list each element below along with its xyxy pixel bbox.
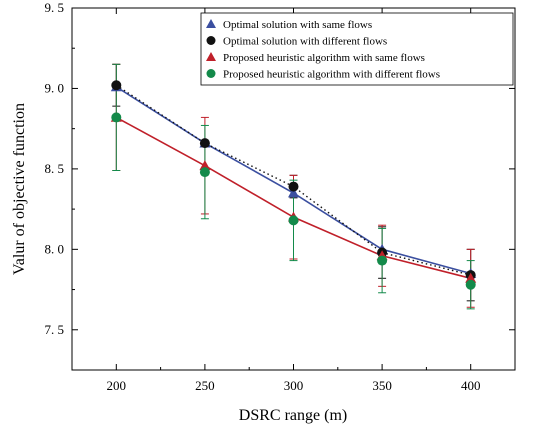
circle-marker — [377, 255, 388, 266]
legend-entry: Proposed heuristic algorithm with same f… — [223, 52, 425, 64]
triangle-marker — [465, 272, 477, 283]
circle-marker — [288, 215, 299, 226]
x-tick-label: 250 — [195, 378, 215, 393]
y-tick-label: 9. 0 — [45, 80, 65, 95]
x-tick-label: 400 — [461, 378, 481, 393]
x-tick-label: 300 — [284, 378, 304, 393]
legend: Optimal solution with same flows Optimal … — [200, 12, 514, 86]
y-tick-label: 9. 5 — [45, 0, 65, 15]
legend-marker — [206, 19, 216, 28]
legend-entry: Optimal solution with same flows — [223, 19, 372, 31]
x-axis-label: DSRC range (m) — [239, 407, 347, 424]
circle-marker — [288, 181, 299, 192]
legend-marker — [206, 69, 216, 78]
legend-entry: Optimal solution with different flows — [223, 36, 387, 48]
circle-marker — [111, 112, 122, 123]
legend-box — [200, 12, 514, 86]
triangle-marker — [288, 187, 299, 198]
y-axis-label: Valur of objective function — [11, 103, 28, 275]
data-points — [110, 80, 477, 290]
triangle-marker — [199, 160, 211, 171]
y-tick-label: 8. 0 — [45, 241, 65, 256]
circle-marker — [111, 80, 122, 91]
circle-marker — [199, 138, 210, 149]
circle-marker — [465, 279, 476, 290]
y-tick-label: 8. 5 — [45, 161, 65, 176]
axes: 200 250 300 350 400 7. 5 8. 0 8. 5 9. 0 9. 5 — [45, 0, 516, 393]
legend-entry: Proposed heuristic algorithm with differ… — [223, 69, 440, 81]
x-tick-label: 200 — [107, 378, 127, 393]
x-tick-label: 350 — [372, 378, 392, 393]
circle-marker — [199, 167, 210, 178]
y-tick-label: 7. 5 — [45, 322, 65, 337]
legend-marker — [206, 52, 216, 61]
legend-marker — [206, 36, 216, 45]
